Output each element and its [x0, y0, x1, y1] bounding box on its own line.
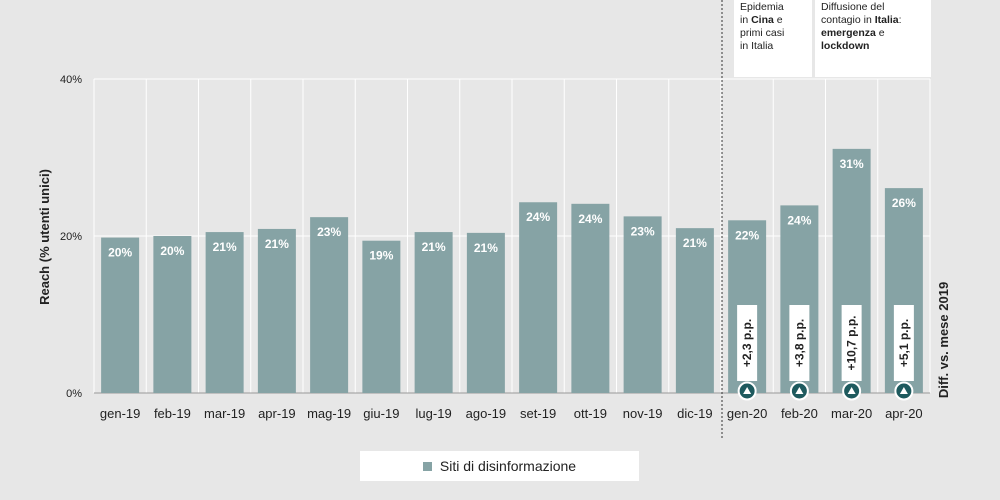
bar-value-label: 26%	[892, 196, 916, 210]
x-tick-label: apr-19	[258, 406, 296, 421]
bar	[466, 232, 505, 393]
up-arrow-icon	[899, 387, 908, 394]
y-tick-label: 0%	[66, 388, 82, 400]
diff-label: +2,3 p.p.	[740, 319, 754, 367]
bar-value-label: 24%	[526, 210, 550, 224]
x-tick-label: feb-19	[154, 406, 191, 421]
bar-value-label: 21%	[422, 240, 446, 254]
bar	[362, 240, 401, 393]
x-tick-label: gen-20	[727, 406, 767, 421]
bar	[257, 228, 296, 393]
legend-swatch	[422, 461, 432, 471]
x-tick-label: nov-19	[623, 406, 663, 421]
bar-value-label: 20%	[108, 246, 132, 260]
x-tick-label: feb-20	[781, 406, 818, 421]
bar-value-label: 23%	[631, 224, 655, 238]
bar-value-label: 31%	[840, 157, 864, 171]
diff-label: +3,8 p.p.	[792, 319, 806, 367]
callout-line: emergenza e	[821, 27, 885, 39]
bar-value-label: 24%	[787, 213, 811, 227]
callout-emphasis: emergenza	[821, 27, 876, 39]
diff-label: +10,7 p.p.	[845, 315, 859, 370]
x-tick-label: ago-19	[466, 406, 506, 421]
diff-label-box	[893, 305, 914, 381]
x-tick-label: ott-19	[574, 406, 607, 421]
legend-label: Siti di disinformazione	[439, 458, 577, 474]
y-tick-label: 40%	[60, 74, 82, 86]
x-tick-label: gen-19	[100, 406, 140, 421]
bar-value-label: 22%	[735, 228, 759, 242]
x-tick-label: apr-20	[885, 406, 923, 421]
bar-value-label: 21%	[474, 241, 498, 255]
up-arrow-icon	[743, 387, 752, 394]
x-tick-label: dic-19	[677, 406, 712, 421]
x-tick-label: lug-19	[416, 406, 452, 421]
callout-epidemia: Epidemia in Cina e primi casi in Italia	[734, 0, 812, 77]
callout-line: primi casi	[740, 27, 785, 39]
callout-line: in Cina e	[740, 14, 783, 26]
axis-ticks: 0% 20% 40% gen-19 feb-19 mar-19 apr-19 mag-19 gi…	[60, 74, 923, 421]
diff-label-box	[841, 305, 862, 381]
diff-markers: +2,3 p.p. +3,8 p.p. +10,7 p.p. +5,1 p.p.	[737, 305, 914, 401]
bar	[675, 228, 714, 393]
x-tick-label: mag-19	[307, 406, 351, 421]
bar-value-label: 19%	[369, 249, 393, 263]
diff-label-box	[737, 305, 758, 381]
x-tick-label: set-19	[520, 406, 556, 421]
callout-emphasis: Cina	[751, 14, 774, 26]
bar	[101, 237, 140, 393]
up-arrow-icon	[795, 387, 804, 394]
y-axis-label: Reach (% utenti unici)	[37, 169, 52, 305]
bar-value-label: 21%	[213, 240, 237, 254]
secondary-axis-label: Diff. vs. mese 2019	[936, 282, 951, 398]
up-arrow-icon	[847, 387, 856, 394]
callout-line: Epidemia	[740, 1, 784, 13]
bar	[310, 217, 349, 393]
bar	[414, 232, 453, 393]
bar-value-label: 21%	[683, 236, 707, 250]
bar-value-label: 20%	[160, 244, 184, 258]
callout-emphasis: lockdown	[821, 40, 870, 52]
bar	[519, 202, 558, 393]
diff-label: +5,1 p.p.	[897, 319, 911, 367]
callout-line: in Italia	[740, 40, 774, 52]
diff-label-box	[789, 305, 810, 381]
callout-line: lockdown	[821, 40, 925, 53]
callout-italia: Diffusione del contagio in Italia: emerg…	[815, 0, 931, 77]
bar	[153, 236, 192, 393]
bar-value-label: 23%	[317, 225, 341, 239]
callout-line: Diffusione del	[821, 1, 885, 13]
bar	[571, 203, 610, 393]
bar-value-label: 24%	[578, 212, 602, 226]
chart-legend: Siti di disinformazione	[360, 451, 639, 481]
x-tick-label: giu-19	[363, 406, 399, 421]
x-tick-label: mar-19	[204, 406, 245, 421]
y-tick-label: 20%	[60, 231, 82, 243]
bar	[623, 216, 662, 393]
callout-line: contagio in Italia:	[821, 14, 902, 26]
x-tick-label: mar-20	[831, 406, 872, 421]
bar	[205, 232, 244, 393]
callout-emphasis: Italia	[874, 14, 899, 26]
bar-value-label: 21%	[265, 237, 289, 251]
